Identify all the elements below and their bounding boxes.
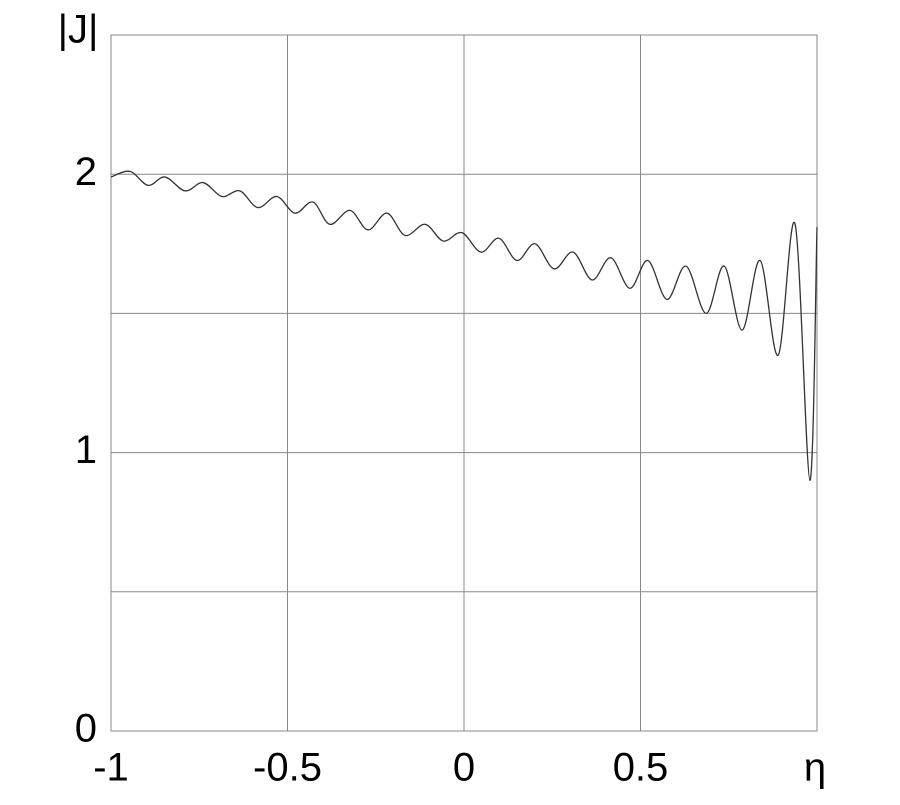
data-line <box>110 170 818 482</box>
x-axis-label: η <box>804 746 826 790</box>
y-tick-label: 2 <box>75 150 97 194</box>
x-tick-label: -1 <box>93 746 129 790</box>
y-tick-label: 1 <box>75 428 97 472</box>
x-tick-label: 0.5 <box>613 746 669 790</box>
y-axis-label: |J| <box>58 8 99 52</box>
y-tick-label: 0 <box>75 707 97 751</box>
x-tick-label: 0 <box>453 746 475 790</box>
x-tick-label: -0.5 <box>253 746 322 790</box>
plot-frame <box>110 34 818 732</box>
